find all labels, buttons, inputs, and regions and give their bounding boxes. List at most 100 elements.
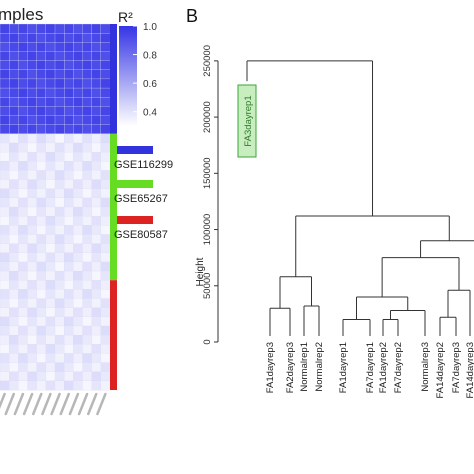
heatmap-cell bbox=[18, 124, 28, 135]
heatmap-cell bbox=[45, 124, 56, 135]
heatmap-cell bbox=[18, 362, 28, 373]
heatmap-cell bbox=[18, 69, 28, 80]
heatmap-cell bbox=[45, 69, 56, 80]
heatmap-cell bbox=[18, 215, 28, 226]
heatmap-cell bbox=[36, 161, 47, 171]
heatmap-cell bbox=[36, 60, 47, 71]
heatmap-cell bbox=[0, 234, 10, 244]
heatmap-cell bbox=[100, 243, 111, 254]
heatmap-cell bbox=[82, 42, 93, 52]
heatmap-cell bbox=[82, 316, 93, 327]
heatmap-cell bbox=[54, 225, 65, 235]
heatmap-cell bbox=[9, 42, 19, 52]
heatmap-cell bbox=[27, 51, 38, 61]
heatmap-cell bbox=[18, 353, 28, 363]
heatmap-cell bbox=[27, 252, 38, 263]
heatmap-cell bbox=[64, 142, 74, 153]
heatmap-cell bbox=[91, 280, 102, 290]
heatmap-cell bbox=[27, 243, 38, 254]
heatmap-cell bbox=[0, 60, 10, 71]
heatmap-cell bbox=[9, 60, 19, 71]
heatmap-cell bbox=[100, 78, 111, 89]
heatmap-cell bbox=[27, 106, 38, 116]
heatmap-cell bbox=[18, 344, 28, 354]
heatmap-cell bbox=[54, 188, 65, 199]
heatmap-cell bbox=[36, 234, 47, 244]
heatmap-cell bbox=[64, 206, 74, 217]
heatmap-cell bbox=[54, 179, 65, 190]
heatmap-cell bbox=[73, 51, 83, 61]
heatmap-cell bbox=[18, 170, 28, 180]
highlight-leaf-label: FA3dayrep1 bbox=[243, 95, 254, 146]
heatmap-cell bbox=[18, 206, 28, 217]
heatmap-cell bbox=[18, 225, 28, 235]
heatmap-cell bbox=[54, 325, 65, 336]
colorbar-tick-label: 0.8 bbox=[143, 51, 157, 62]
heatmap-cell bbox=[100, 97, 111, 107]
heatmap-cell bbox=[64, 188, 74, 199]
heatmap-cell bbox=[27, 151, 38, 162]
heatmap-cell bbox=[36, 362, 47, 373]
heatmap-cell bbox=[9, 170, 19, 180]
heatmap-cell bbox=[54, 289, 65, 299]
group-bar-segment bbox=[110, 280, 117, 390]
heatmap-cell bbox=[73, 115, 83, 126]
heatmap-cell bbox=[9, 78, 19, 89]
heatmap-cell bbox=[73, 170, 83, 180]
heatmap-cell bbox=[100, 60, 111, 71]
heatmap-x-tick-label bbox=[59, 392, 70, 416]
heatmap-cell bbox=[73, 133, 83, 144]
leaf-label: FA7dayrep1 bbox=[365, 342, 376, 393]
heatmap-cell bbox=[100, 142, 111, 153]
heatmap-cell bbox=[91, 206, 102, 217]
heatmap-cell bbox=[100, 124, 111, 135]
heatmap-cell bbox=[64, 316, 74, 327]
leaf-label: FA7dayrep3 bbox=[451, 342, 462, 393]
highlight-box bbox=[237, 84, 257, 158]
heatmap-cell bbox=[9, 243, 19, 254]
heatmap-cell bbox=[45, 97, 56, 107]
heatmap-cell bbox=[18, 307, 28, 318]
heatmap-cell bbox=[91, 225, 102, 235]
heatmap-group-bar bbox=[110, 24, 117, 390]
heatmap-cell bbox=[64, 133, 74, 144]
heatmap-x-labels bbox=[0, 392, 107, 416]
heatmap-cell bbox=[91, 78, 102, 89]
heatmap-cell bbox=[45, 362, 56, 373]
heatmap-cell bbox=[9, 252, 19, 263]
heatmap-cell bbox=[91, 215, 102, 226]
heatmap-cell bbox=[36, 215, 47, 226]
heatmap-cell bbox=[64, 33, 74, 43]
heatmap-cell bbox=[73, 78, 83, 89]
heatmap-cell bbox=[18, 179, 28, 190]
heatmap-cell bbox=[27, 161, 38, 171]
heatmap-cell bbox=[9, 87, 19, 98]
heatmap-cell bbox=[64, 51, 74, 61]
heatmap-cell bbox=[82, 161, 93, 171]
heatmap-cell bbox=[54, 252, 65, 263]
heatmap-cell bbox=[0, 23, 10, 34]
heatmap-cell bbox=[54, 133, 65, 144]
heatmap-cell bbox=[36, 270, 47, 281]
heatmap-cell bbox=[0, 316, 10, 327]
heatmap-cell bbox=[9, 334, 19, 345]
heatmap-cell bbox=[18, 51, 28, 61]
heatmap-cell bbox=[100, 252, 111, 263]
heatmap-cell bbox=[91, 115, 102, 126]
heatmap-cell bbox=[9, 307, 19, 318]
heatmap-cell bbox=[91, 142, 102, 153]
heatmap-x-tick-label bbox=[13, 392, 25, 416]
heatmap-cell bbox=[100, 69, 111, 80]
heatmap-cell bbox=[91, 298, 102, 309]
heatmap-cell bbox=[54, 215, 65, 226]
heatmap-cell bbox=[36, 206, 47, 217]
heatmap-cell bbox=[100, 179, 111, 190]
heatmap-cell bbox=[18, 97, 28, 107]
heatmap-cell bbox=[64, 261, 74, 272]
heatmap-cell bbox=[73, 234, 83, 244]
heatmap-cell bbox=[36, 151, 47, 162]
heatmap-cell bbox=[54, 280, 65, 290]
heatmap-cell bbox=[0, 225, 10, 235]
heatmap-cell bbox=[82, 243, 93, 254]
heatmap-cell bbox=[45, 78, 56, 89]
